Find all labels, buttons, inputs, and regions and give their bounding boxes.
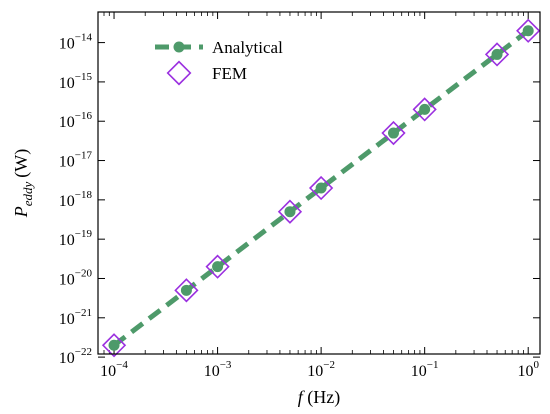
analytical-point xyxy=(315,182,327,194)
plot-frame xyxy=(97,11,541,355)
analytical-point xyxy=(108,339,120,351)
x-tick-base: 10 xyxy=(307,363,323,380)
y-tick-label: 10−21 xyxy=(59,307,92,328)
fem-point xyxy=(205,254,230,279)
fem-point xyxy=(412,97,437,122)
analytical-point xyxy=(419,103,431,115)
analytical-point xyxy=(491,48,503,60)
legend-fem-label: FEM xyxy=(212,64,247,83)
y-tick-label: 10−15 xyxy=(59,71,93,92)
fem-point xyxy=(381,120,406,146)
x-axis-var: f xyxy=(298,387,306,407)
y-tick-exp: −21 xyxy=(75,307,92,319)
y-axis-title: Peddy (W) xyxy=(11,149,35,219)
series-layer xyxy=(101,18,541,358)
y-axis-var: P xyxy=(11,206,31,218)
y-tick-label: 10−18 xyxy=(59,189,93,210)
y-tick-exp: −17 xyxy=(75,150,93,162)
legend: Analytical FEM xyxy=(155,38,283,86)
analytical-point xyxy=(522,25,534,37)
y-tick-base: 10 xyxy=(59,232,75,249)
y-axis-sub: eddy xyxy=(20,181,35,206)
x-tick-base: 10 xyxy=(411,363,427,380)
x-tick-exp: −3 xyxy=(220,359,232,371)
y-tick-label: 10−19 xyxy=(59,228,93,249)
x-tick-label: 100 xyxy=(517,359,539,380)
analytical-point xyxy=(180,284,192,296)
y-tick-base: 10 xyxy=(59,75,75,92)
y-tick-label: 10−22 xyxy=(59,346,92,367)
legend-analytical-label: Analytical xyxy=(212,38,283,57)
y-tick-base: 10 xyxy=(59,154,75,171)
y-tick-exp: −16 xyxy=(75,110,93,122)
x-tick-label: 10−2 xyxy=(307,359,335,380)
y-tick-base: 10 xyxy=(59,193,75,210)
fem-point xyxy=(484,42,510,67)
y-tick-exp: −15 xyxy=(75,71,93,83)
fem-point xyxy=(101,333,127,358)
y-tick-exp: −22 xyxy=(75,346,92,358)
y-tick-exp: −20 xyxy=(75,267,93,279)
analytical-point xyxy=(284,206,296,218)
fem-point xyxy=(277,199,303,224)
y-tick-exp: −18 xyxy=(75,189,93,201)
y-axis-unit: (W) xyxy=(11,149,32,178)
ticks-layer: 10−4 10−3 10−2 10−1 10010−2210−2110−2010−191… xyxy=(59,12,540,380)
y-tick-base: 10 xyxy=(59,271,75,288)
x-tick-exp: −1 xyxy=(427,359,439,371)
x-tick-exp: 0 xyxy=(533,359,539,371)
x-tick-label: 10−1 xyxy=(411,359,439,380)
y-tick-base: 10 xyxy=(59,311,75,328)
y-tick-exp: −14 xyxy=(75,32,93,44)
y-tick-label: 10−16 xyxy=(59,110,93,131)
x-tick-exp: −4 xyxy=(116,359,128,371)
x-axis-title: f (Hz) xyxy=(298,387,341,408)
y-tick-label: 10−14 xyxy=(59,32,93,53)
fem-point xyxy=(308,175,334,201)
x-tick-base: 10 xyxy=(204,363,220,380)
fem-point xyxy=(174,278,199,303)
y-tick-base: 10 xyxy=(59,350,75,367)
fem-point xyxy=(516,18,541,43)
legend-analytical-marker xyxy=(173,41,185,53)
y-tick-label: 10−20 xyxy=(59,267,93,288)
x-tick-exp: −2 xyxy=(323,359,335,371)
y-tick-exp: −19 xyxy=(75,228,93,240)
analytical-line xyxy=(112,28,530,348)
legend-fem-marker xyxy=(166,60,192,86)
y-tick-base: 10 xyxy=(59,114,75,131)
x-tick-label: 10−3 xyxy=(204,359,232,380)
x-tick-base: 10 xyxy=(517,363,533,380)
x-axis-unit: (Hz) xyxy=(307,387,340,408)
analytical-point xyxy=(212,261,224,273)
x-tick-label: 10−4 xyxy=(100,359,128,380)
y-tick-base: 10 xyxy=(59,36,75,53)
y-tick-label: 10−17 xyxy=(59,150,93,171)
analytical-point xyxy=(387,127,399,139)
x-tick-base: 10 xyxy=(100,363,116,380)
